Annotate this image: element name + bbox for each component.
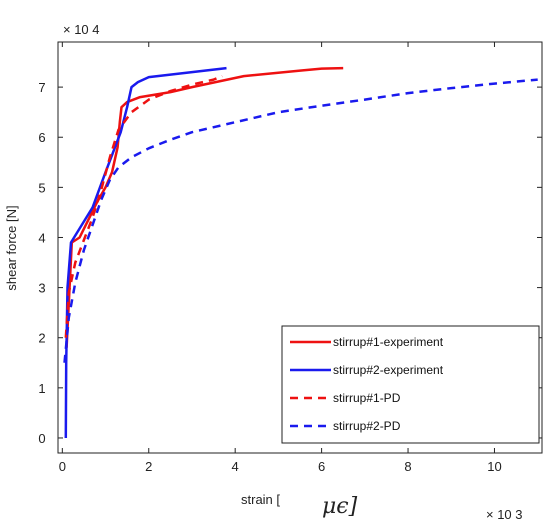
x-tick-label: 6 xyxy=(318,459,325,474)
series-line xyxy=(64,66,227,439)
x-axis-label: strain [ xyxy=(241,492,280,507)
x-axis-exponent: × 10 3 xyxy=(486,507,523,522)
y-tick-label: 4 xyxy=(38,230,45,245)
legend-label: stirrup#2-PD xyxy=(333,419,401,433)
legend: stirrup#1-experiment stirrup#2-experiment… xyxy=(281,325,540,444)
y-tick-label: 1 xyxy=(38,381,45,396)
series-line xyxy=(63,78,538,363)
legend-box xyxy=(281,325,540,444)
series-line xyxy=(64,74,223,338)
y-tick-label: 6 xyxy=(38,130,45,145)
x-tick-label: 4 xyxy=(232,459,239,474)
legend-label: stirrup#2-experiment xyxy=(333,363,444,377)
x-axis-unit-symbol: μϵ] xyxy=(322,494,358,519)
plot-frame xyxy=(57,41,543,454)
y-tick-label: 5 xyxy=(38,180,45,195)
series-line xyxy=(65,66,344,348)
y-axis-label: shear force [N] xyxy=(4,205,19,290)
x-tick-label: 2 xyxy=(145,459,152,474)
x-tick-label: 10 xyxy=(487,459,501,474)
y-tick-label: 7 xyxy=(38,80,45,95)
y-tick-label: 2 xyxy=(38,331,45,346)
y-axis-exponent: × 10 4 xyxy=(63,22,100,37)
x-tick-label: 0 xyxy=(59,459,66,474)
y-tick-label: 3 xyxy=(38,281,45,296)
y-tick-label: 0 xyxy=(38,431,45,446)
legend-label: stirrup#1-PD xyxy=(333,391,401,405)
legend-label: stirrup#1-experiment xyxy=(333,335,444,349)
x-tick-label: 8 xyxy=(404,459,411,474)
